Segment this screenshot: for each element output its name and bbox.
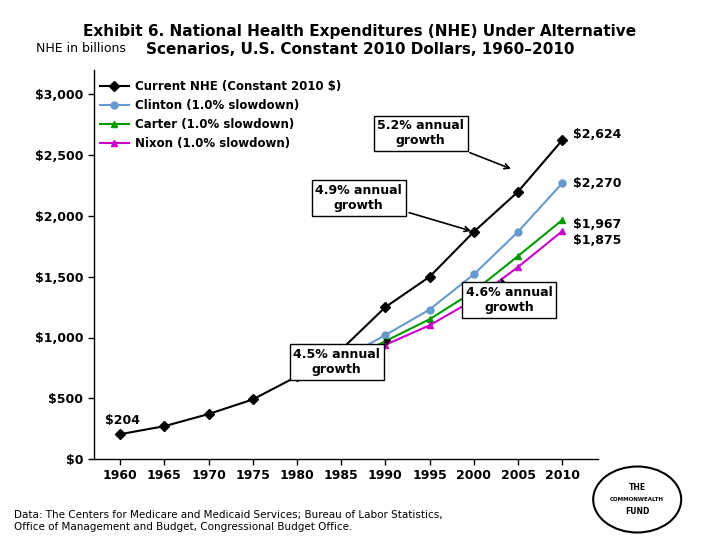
Nixon (1.0% slowdown) xyxy=(426,322,434,328)
Carter (1.0% slowdown) xyxy=(381,338,390,345)
Nixon (1.0% slowdown) xyxy=(558,228,567,234)
Current NHE (Constant 2010 $) xyxy=(116,431,125,437)
Text: $2,270: $2,270 xyxy=(573,177,621,190)
Carter (1.0% slowdown) xyxy=(292,373,301,380)
Current NHE (Constant 2010 $) xyxy=(381,304,390,310)
Carter (1.0% slowdown) xyxy=(513,253,522,259)
Nixon (1.0% slowdown) xyxy=(513,264,522,270)
Text: 4.6% annual
growth: 4.6% annual growth xyxy=(466,279,552,314)
Text: Data: The Centers for Medicare and Medicaid Services; Bureau of Labor Statistics: Data: The Centers for Medicare and Medic… xyxy=(14,510,443,532)
Clinton (1.0% slowdown) xyxy=(337,356,346,363)
Current NHE (Constant 2010 $) xyxy=(160,423,168,429)
Clinton (1.0% slowdown) xyxy=(513,228,522,235)
Text: COMMONWEALTH: COMMONWEALTH xyxy=(611,497,665,502)
Nixon (1.0% slowdown) xyxy=(337,362,346,369)
Text: $204: $204 xyxy=(105,414,140,427)
Clinton (1.0% slowdown) xyxy=(381,332,390,338)
Current NHE (Constant 2010 $) xyxy=(248,396,257,403)
Carter (1.0% slowdown) xyxy=(337,360,346,366)
Text: NHE in billions: NHE in billions xyxy=(36,42,125,55)
Clinton (1.0% slowdown) xyxy=(426,306,434,313)
Text: FUND: FUND xyxy=(625,507,649,516)
Nixon (1.0% slowdown) xyxy=(469,296,478,303)
Current NHE (Constant 2010 $) xyxy=(337,347,346,353)
Text: 4.5% annual
growth: 4.5% annual growth xyxy=(293,340,390,376)
Current NHE (Constant 2010 $) xyxy=(292,373,301,380)
Line: Nixon (1.0% slowdown): Nixon (1.0% slowdown) xyxy=(294,228,566,380)
Text: THE: THE xyxy=(629,483,646,492)
Carter (1.0% slowdown) xyxy=(558,217,567,223)
Clinton (1.0% slowdown) xyxy=(469,271,478,278)
Current NHE (Constant 2010 $) xyxy=(469,228,478,235)
Carter (1.0% slowdown) xyxy=(469,288,478,295)
Current NHE (Constant 2010 $) xyxy=(558,137,567,144)
Nixon (1.0% slowdown) xyxy=(292,373,301,380)
Text: $1,875: $1,875 xyxy=(573,234,621,247)
Carter (1.0% slowdown) xyxy=(426,316,434,322)
Current NHE (Constant 2010 $) xyxy=(513,188,522,195)
Clinton (1.0% slowdown) xyxy=(292,373,301,380)
Current NHE (Constant 2010 $) xyxy=(204,411,213,417)
Text: 4.9% annual
growth: 4.9% annual growth xyxy=(315,184,469,232)
Clinton (1.0% slowdown) xyxy=(558,180,567,186)
Line: Clinton (1.0% slowdown): Clinton (1.0% slowdown) xyxy=(294,180,566,380)
Text: 5.2% annual
growth: 5.2% annual growth xyxy=(377,119,509,168)
Line: Current NHE (Constant 2010 $): Current NHE (Constant 2010 $) xyxy=(117,137,566,438)
Text: $1,967: $1,967 xyxy=(573,218,621,231)
Text: $2,624: $2,624 xyxy=(573,127,621,140)
Line: Carter (1.0% slowdown): Carter (1.0% slowdown) xyxy=(294,217,566,380)
Current NHE (Constant 2010 $) xyxy=(426,273,434,280)
Legend: Current NHE (Constant 2010 $), Clinton (1.0% slowdown), Carter (1.0% slowdown), : Current NHE (Constant 2010 $), Clinton (… xyxy=(99,80,341,150)
Nixon (1.0% slowdown) xyxy=(381,341,390,348)
Text: Exhibit 6. National Health Expenditures (NHE) Under Alternative
Scenarios, U.S. : Exhibit 6. National Health Expenditures … xyxy=(84,24,636,57)
